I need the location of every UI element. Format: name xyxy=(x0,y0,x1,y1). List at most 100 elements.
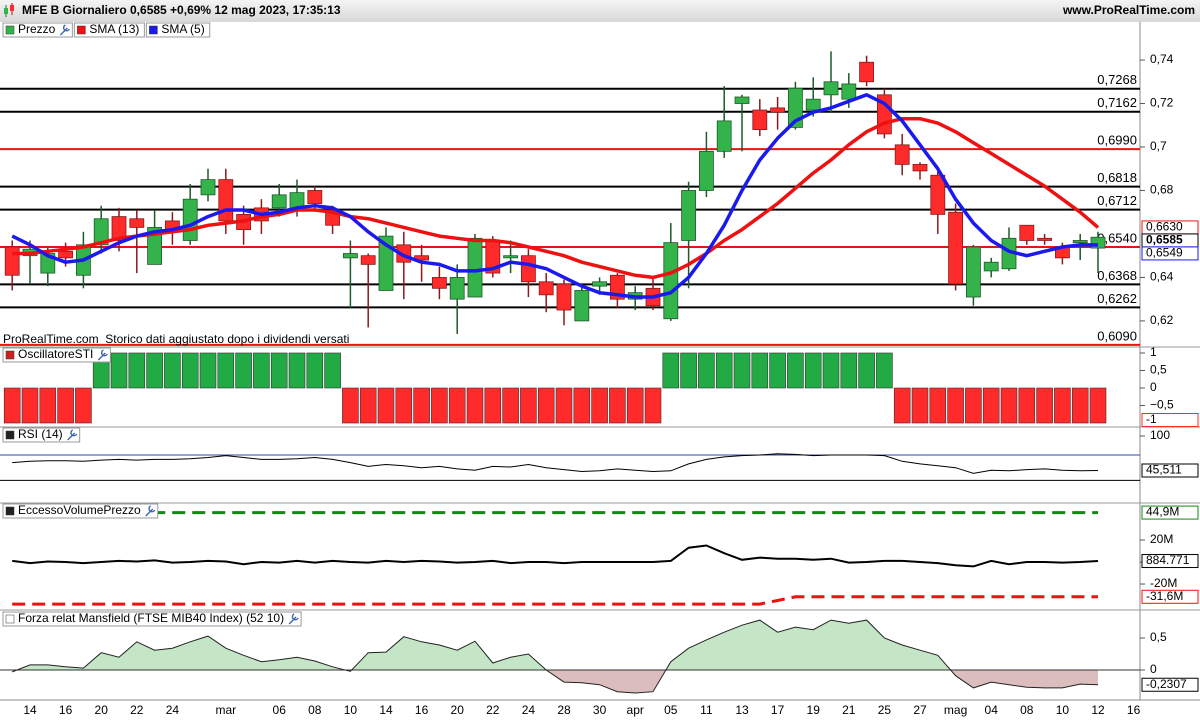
last-value-box xyxy=(1141,463,1199,478)
last-value-label: 45,511 xyxy=(1146,463,1182,477)
candle-body xyxy=(930,174,946,215)
candle-body xyxy=(218,179,234,222)
last-value-box xyxy=(1141,554,1199,569)
oscillator-bar xyxy=(822,352,840,389)
label-box xyxy=(2,347,111,363)
level-label: 0,6540 xyxy=(1097,230,1137,245)
indicator-line xyxy=(12,595,1098,606)
candle-body xyxy=(182,198,198,241)
label-box xyxy=(2,22,73,38)
label-swatch xyxy=(5,430,15,440)
y-tick-label: 0,64 xyxy=(1150,270,1174,284)
candle-body xyxy=(948,211,963,285)
level-label: 0,7162 xyxy=(1097,95,1137,110)
chart-note: ProRealTime.com Storico dati aggiustato … xyxy=(3,332,349,346)
x-tick-label: 14 xyxy=(23,703,37,717)
sma-line xyxy=(11,93,1099,299)
y-tick-label: −0,5 xyxy=(1150,398,1174,412)
oscillator-bar xyxy=(715,352,733,389)
label-swatch xyxy=(5,506,15,516)
level-label: 0,6090 xyxy=(1097,328,1137,343)
level-label: 0,6368 xyxy=(1097,268,1137,283)
level-label: 0,6990 xyxy=(1097,133,1137,148)
oscillator-bar xyxy=(982,387,1000,424)
candle-body xyxy=(734,96,750,104)
candle-body xyxy=(342,253,358,259)
oscillator-bar xyxy=(591,387,608,424)
oscillator-bar xyxy=(1054,387,1071,424)
label-box xyxy=(2,427,81,443)
y-tick-label: 20M xyxy=(1150,532,1173,546)
x-tick-label: 11 xyxy=(700,703,713,717)
label-text: Prezzo xyxy=(18,22,56,36)
x-tick-label: 17 xyxy=(771,703,785,717)
candle-body xyxy=(431,277,447,289)
oscillator-bar xyxy=(876,352,893,389)
oscillator-bar xyxy=(359,387,377,424)
header-site[interactable]: www.ProRealTime.com xyxy=(1062,3,1195,17)
header-icon xyxy=(4,3,14,17)
y-tick-label: 0 xyxy=(1150,380,1157,394)
oscillator-bar xyxy=(395,387,413,424)
label-swatch xyxy=(149,25,158,35)
label-box xyxy=(2,503,159,519)
oscillator-bar xyxy=(698,352,715,389)
label-swatch xyxy=(5,25,15,35)
header-title: MFE B Giornaliero 0,6585 +0,69% 12 mag 2… xyxy=(22,3,341,17)
oscillator-bar xyxy=(270,352,288,389)
candle-body xyxy=(716,120,732,152)
label-swatch xyxy=(5,614,15,624)
label-text: Forza relat Mansfield (FTSE MIB40 Index)… xyxy=(18,611,284,625)
oscillator-bar xyxy=(128,352,146,389)
oscillator-bar xyxy=(520,387,537,424)
oscillator-bar xyxy=(181,352,199,389)
wrench-icon[interactable] xyxy=(145,505,156,517)
wrench-icon[interactable] xyxy=(59,24,70,36)
candle-body xyxy=(1037,237,1052,241)
candle-body xyxy=(4,246,20,276)
oscillator-bar xyxy=(288,352,306,389)
y-tick-label: -20M xyxy=(1150,576,1177,590)
x-tick-label: 16 xyxy=(59,703,73,717)
candle-body xyxy=(449,277,465,300)
label-box xyxy=(2,611,302,627)
y-tick-label: 100 xyxy=(1150,428,1170,442)
oscillator-bar xyxy=(911,387,929,424)
oscillator-bar xyxy=(929,387,947,424)
label-text: SMA (13) xyxy=(89,22,139,36)
oscillator-bar xyxy=(787,352,804,389)
wrench-icon[interactable] xyxy=(288,613,299,625)
candle-body xyxy=(966,246,981,298)
last-value-label: 44,9M xyxy=(1146,505,1179,519)
oscillator-bar xyxy=(3,387,21,424)
candle-body xyxy=(859,61,874,83)
x-tick-label: mag xyxy=(944,703,967,717)
label-text: OscillatoreSTI xyxy=(18,347,93,361)
oscillator-bar xyxy=(1036,387,1053,424)
x-tick-label: mar xyxy=(215,703,236,717)
oscillator-bar xyxy=(573,387,591,424)
wrench-icon[interactable] xyxy=(97,349,108,361)
oscillator-bar xyxy=(1071,387,1089,424)
oscillator-bar xyxy=(644,387,662,424)
x-tick-label: 16 xyxy=(415,703,429,717)
oscillator-bar xyxy=(110,352,128,389)
level-label: 0,6262 xyxy=(1097,291,1137,306)
wrench-icon[interactable] xyxy=(67,429,78,441)
candle-body xyxy=(823,81,839,96)
oscillator-bar xyxy=(199,352,217,389)
x-tick-label: 22 xyxy=(130,703,144,717)
last-value-box xyxy=(1141,589,1199,604)
label-text: RSI (14) xyxy=(18,427,63,441)
y-tick-label: 0,68 xyxy=(1150,183,1174,197)
candle-body xyxy=(1019,224,1035,241)
sma-line xyxy=(12,116,1100,280)
candle-body xyxy=(894,144,910,165)
last-value-label: 0,6585 xyxy=(1146,233,1183,247)
x-tick-label: 13 xyxy=(735,703,749,717)
last-value-label: -0,2307 xyxy=(1146,677,1187,691)
oscillator-bar xyxy=(146,352,163,389)
x-tick-label: 12 xyxy=(1091,703,1105,717)
